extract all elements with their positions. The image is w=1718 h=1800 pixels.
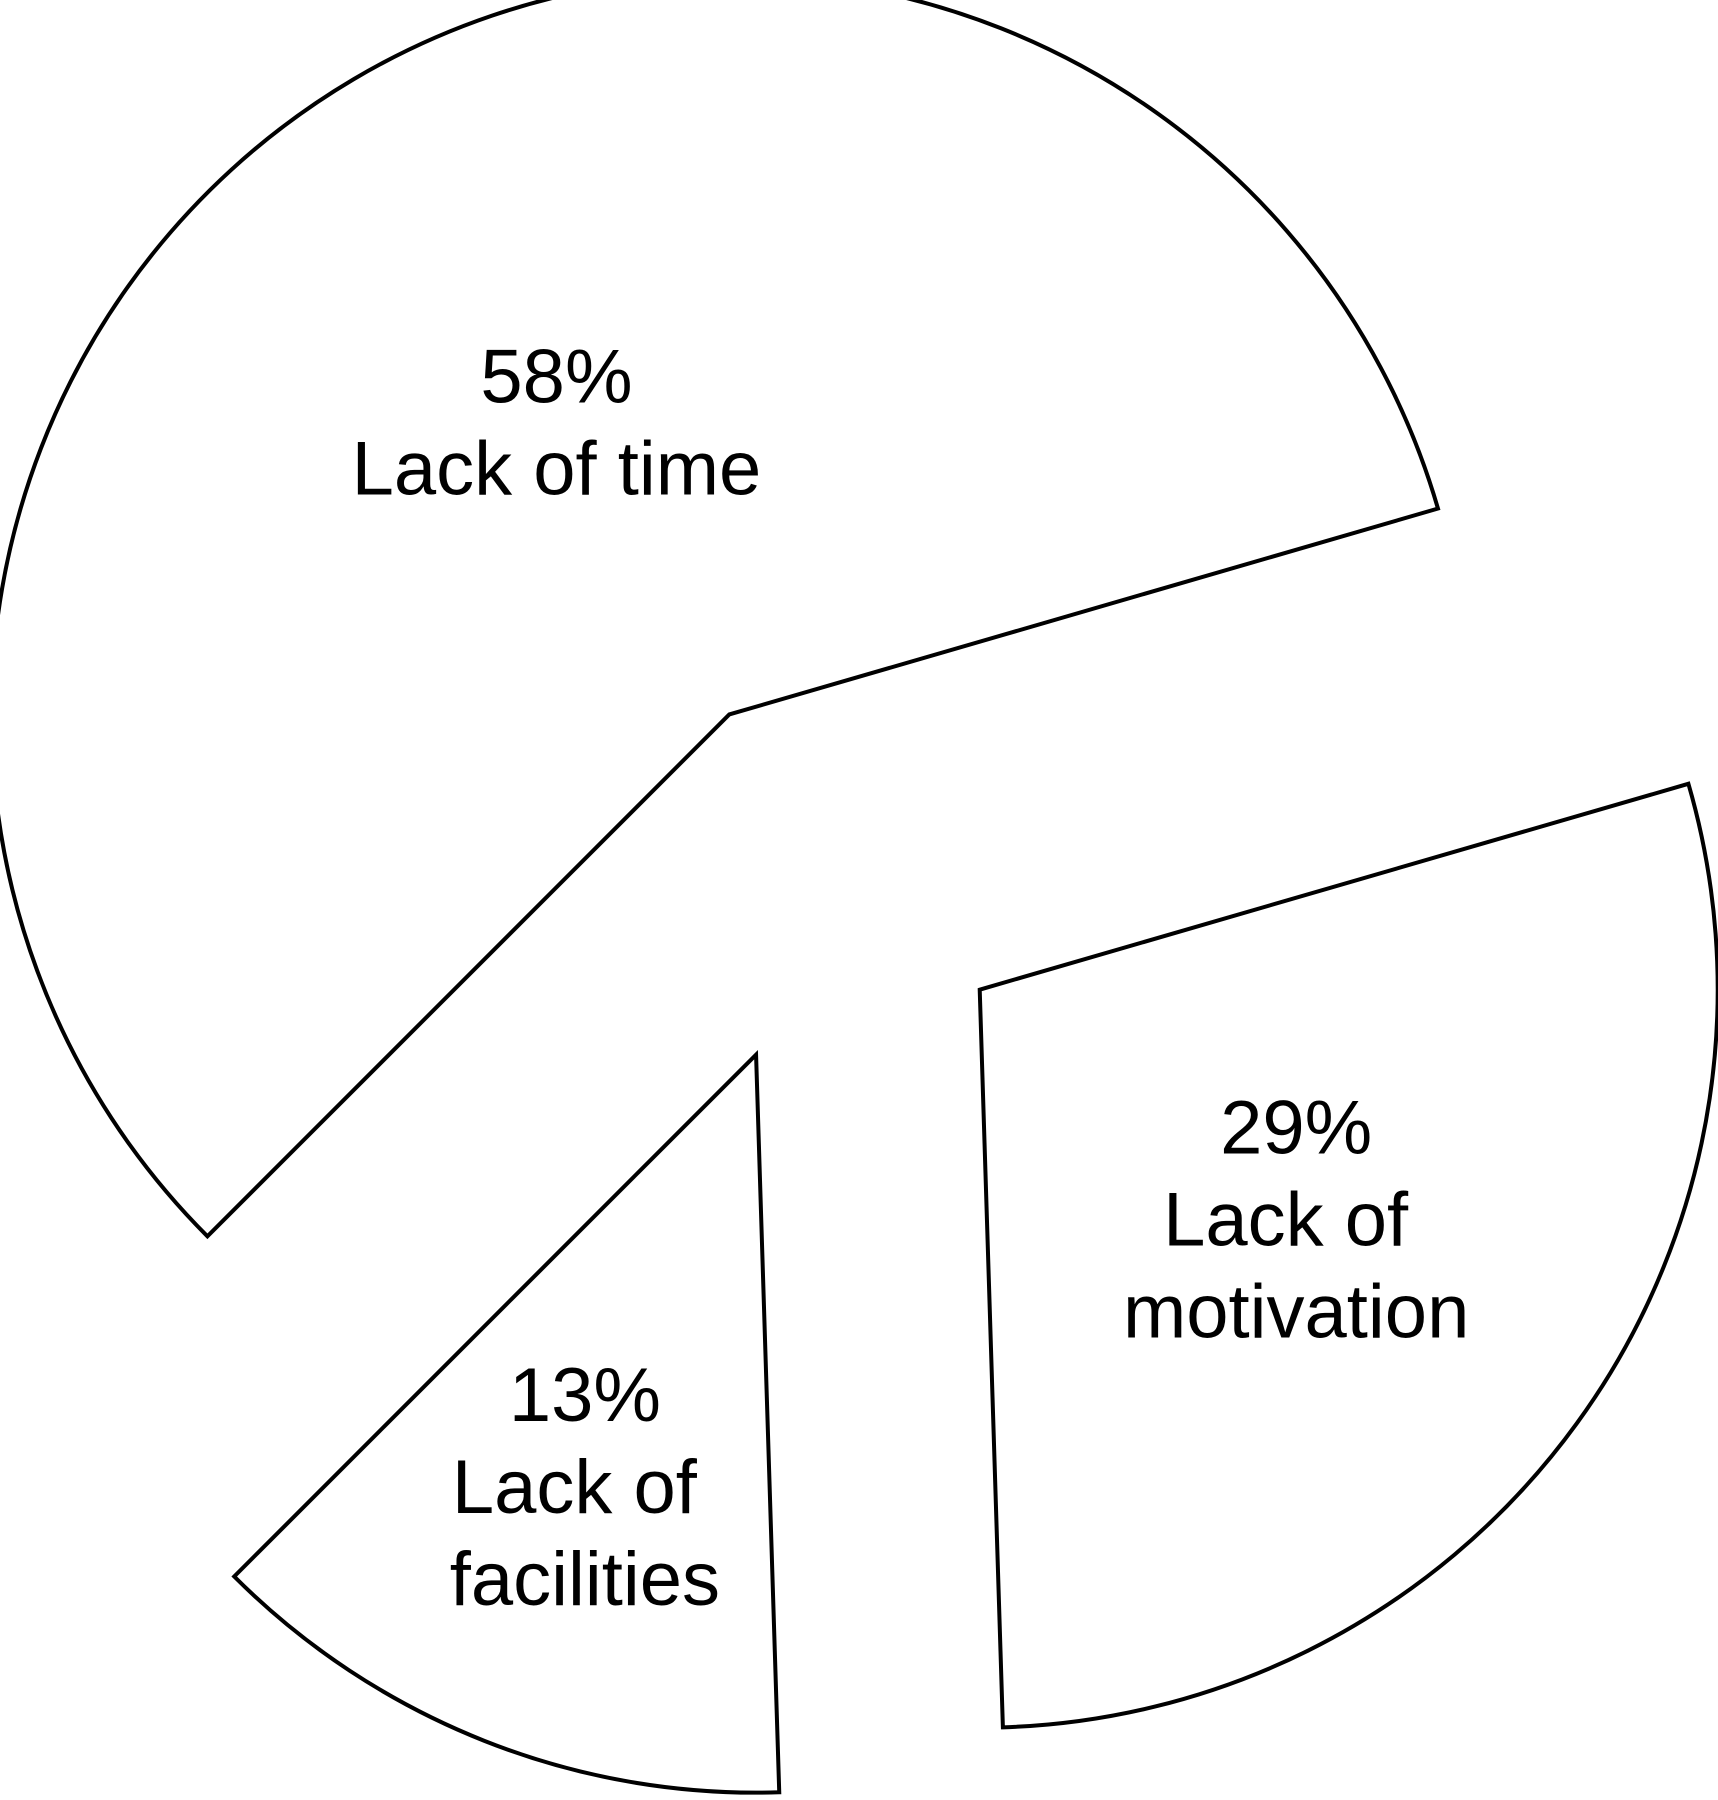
pie-slice bbox=[231, 1049, 782, 1795]
value-label: 13% bbox=[509, 1353, 661, 1438]
pie-slice bbox=[977, 781, 1718, 1730]
category-label: Lack of motivation bbox=[1123, 1178, 1469, 1355]
category-label-line: Lack of bbox=[1163, 1178, 1429, 1263]
category-label: Lack of time bbox=[352, 426, 762, 511]
category-label: Lack of facilities bbox=[450, 1445, 720, 1622]
pie-slice bbox=[0, 0, 1441, 1240]
value-label: 29% bbox=[1220, 1086, 1372, 1171]
category-label-line: facilities bbox=[450, 1537, 720, 1622]
value-label: 58% bbox=[480, 334, 632, 419]
category-label-line: Lack of bbox=[452, 1445, 718, 1530]
category-label-line: motivation bbox=[1123, 1270, 1469, 1355]
